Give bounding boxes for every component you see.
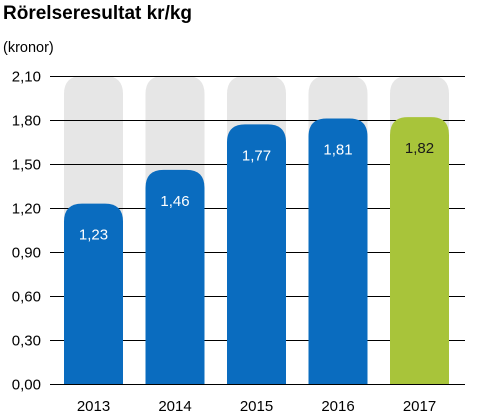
x-tick-label: 2015 (240, 398, 273, 415)
bar-value-label: 1,82 (405, 140, 434, 157)
bar-value-label: 1,23 (79, 227, 108, 244)
y-tick-label: 1,80 (12, 113, 41, 130)
x-axis-tick-labels: 2013 2014 2015 2016 2017 (77, 398, 436, 415)
data-bars (64, 117, 449, 385)
y-tick-label: 0,90 (12, 245, 41, 262)
y-tick-label: 0,00 (12, 377, 41, 394)
bar (390, 117, 449, 385)
x-tick-label: 2014 (158, 398, 191, 415)
bar-value-label: 1,46 (160, 193, 189, 210)
bar-value-label: 1,77 (242, 147, 271, 164)
y-tick-label: 0,30 (12, 333, 41, 350)
y-tick-label: 1,50 (12, 157, 41, 174)
x-tick-label: 2016 (321, 398, 354, 415)
y-tick-label: 1,20 (12, 201, 41, 218)
y-tick-label: 2,10 (12, 69, 41, 86)
bar (227, 124, 286, 385)
bar (308, 118, 368, 385)
y-axis-tick-labels: 0,00 0,30 0,60 0,90 1,20 1,50 1,80 2,10 (12, 69, 41, 394)
bar (64, 203, 123, 384)
x-tick-label: 2013 (77, 398, 110, 415)
y-tick-label: 0,60 (12, 289, 41, 306)
bar-value-labels: 1,23 1,46 1,77 1,81 1,82 (79, 140, 434, 244)
y-axis-unit-label: (kronor) (3, 40, 54, 56)
bar-value-label: 1,81 (323, 142, 352, 159)
x-tick-label: 2017 (403, 398, 436, 415)
bar (145, 169, 205, 384)
chart-title: Rörelseresultat kr/kg (3, 3, 193, 24)
